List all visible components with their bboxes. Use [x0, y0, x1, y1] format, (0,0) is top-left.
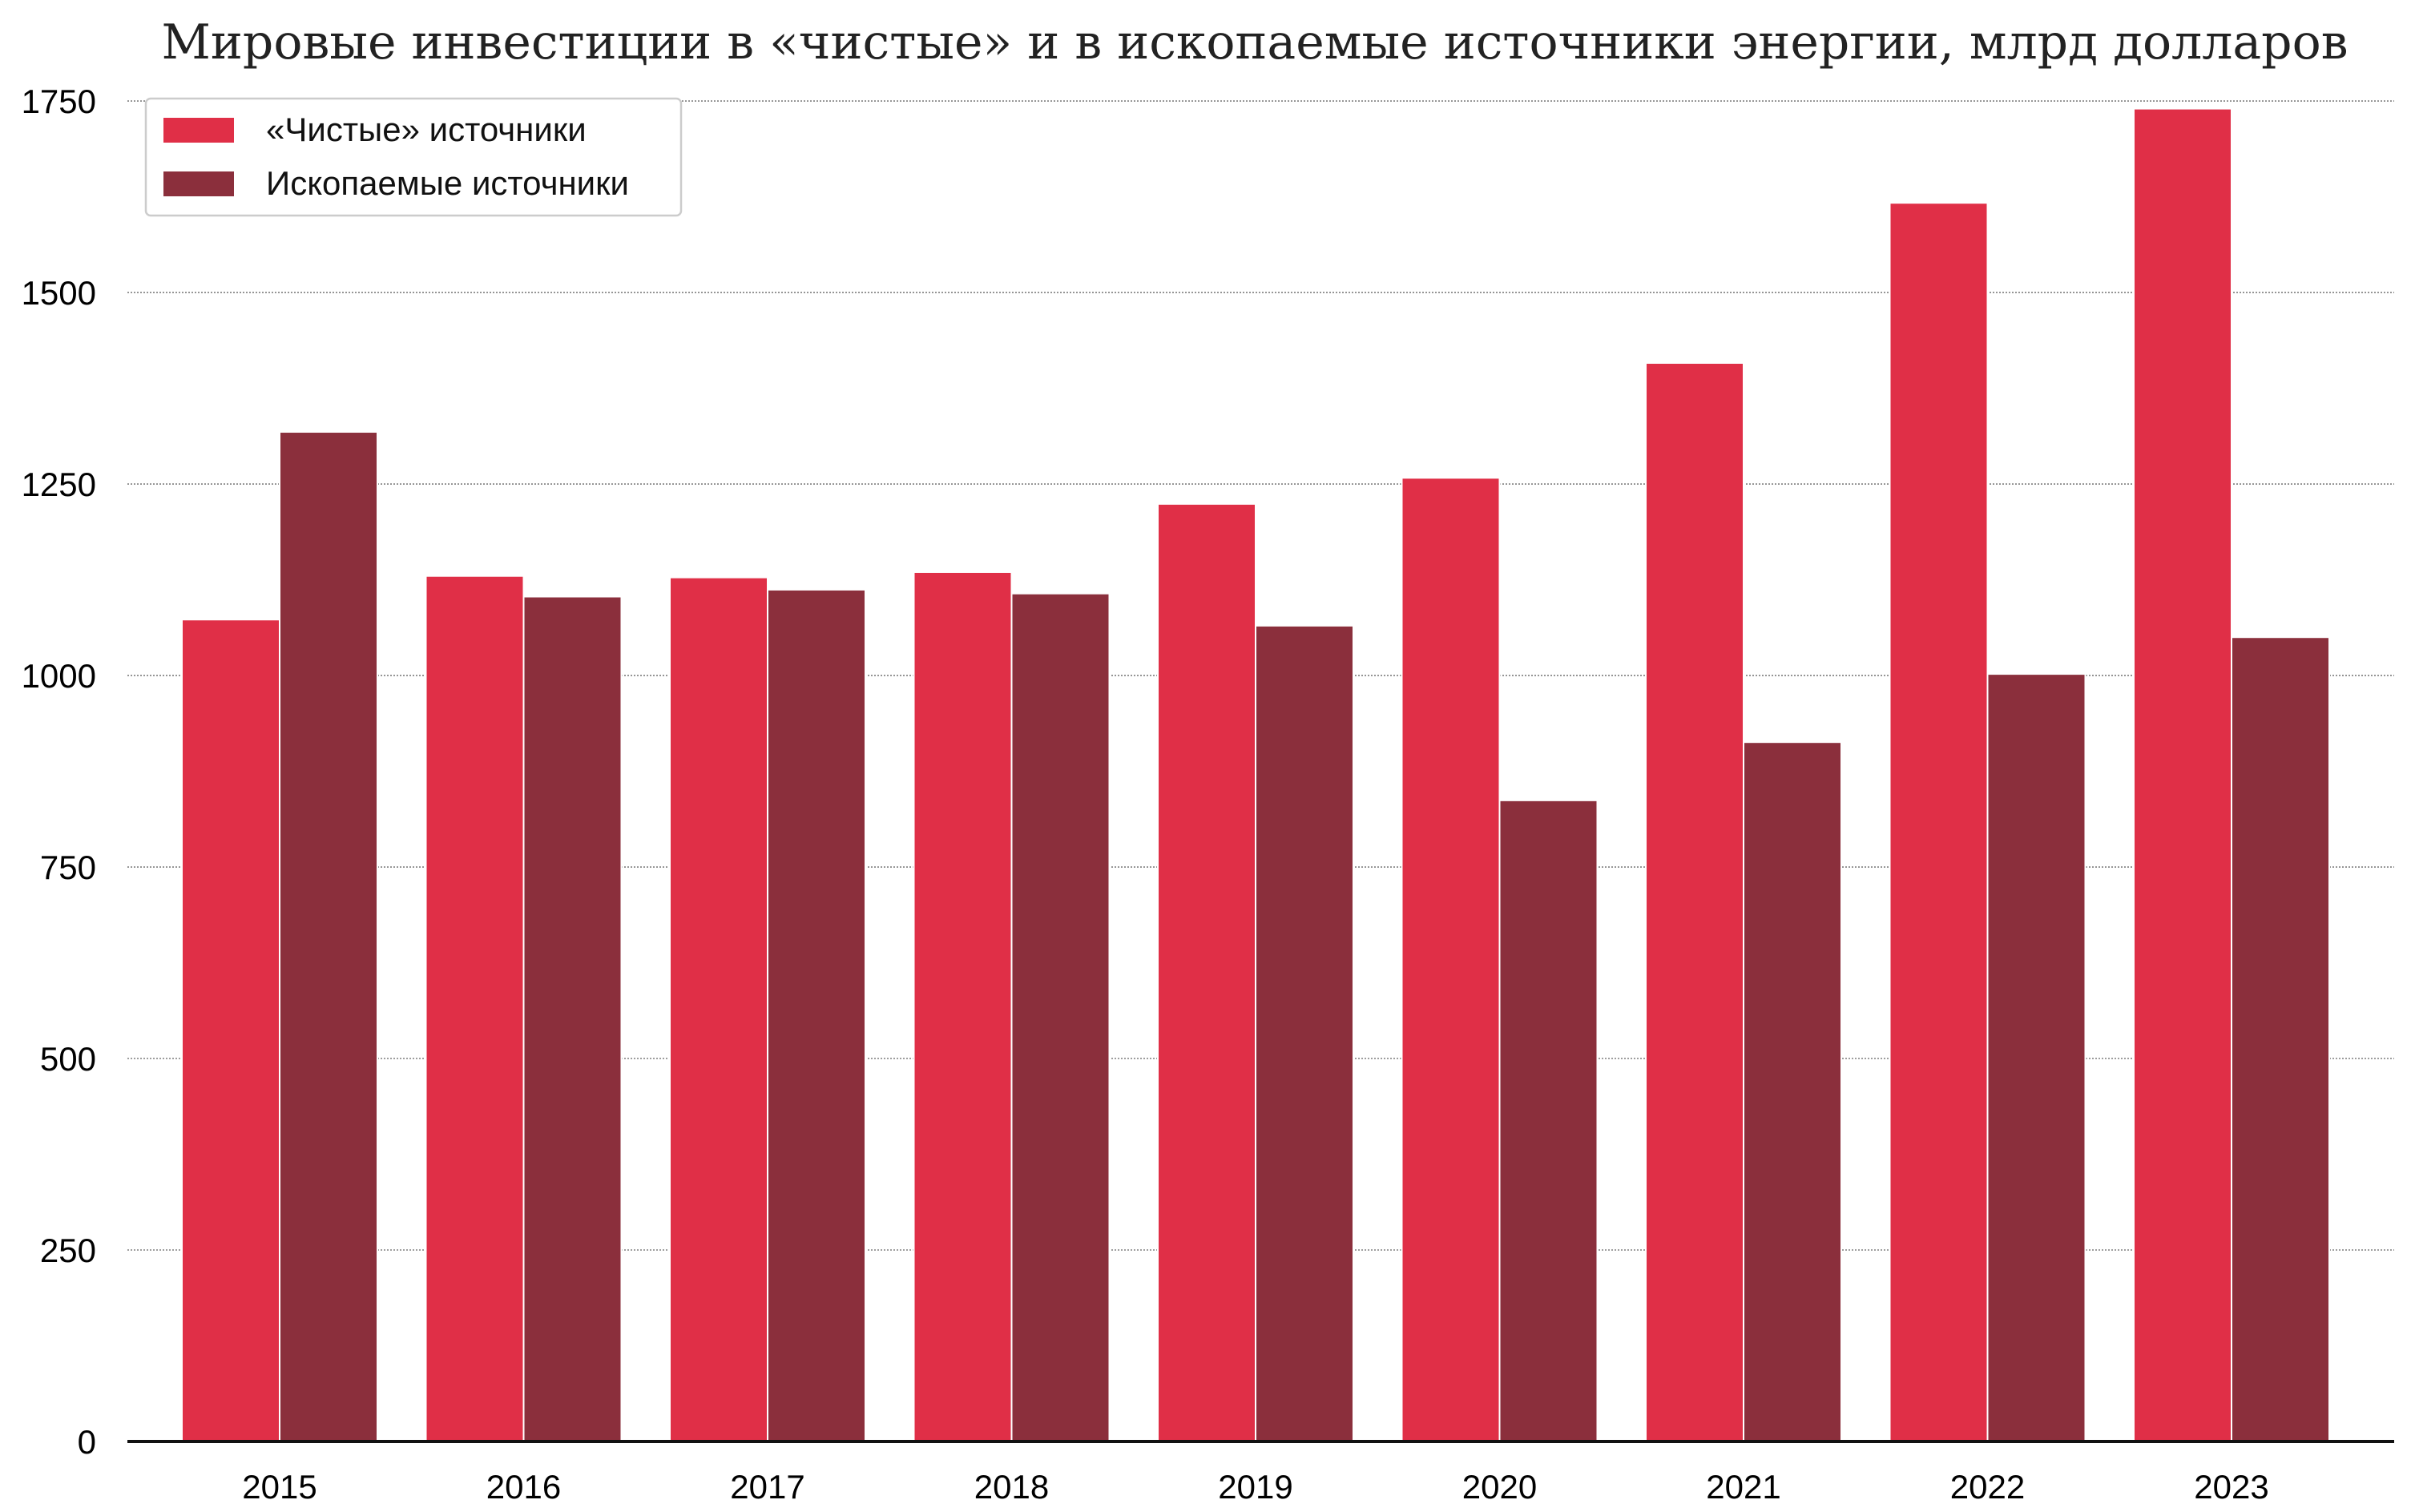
bar-clean-2020	[1401, 477, 1501, 1442]
bar-clean-2023	[2133, 107, 2232, 1443]
y-tick-label: 0	[78, 1423, 96, 1461]
y-tick-label: 1250	[22, 466, 96, 503]
bar-clean-2021	[1645, 361, 1744, 1442]
y-tick-label: 1500	[22, 274, 96, 312]
bars	[181, 107, 2330, 1443]
x-tick-label: 2020	[1462, 1468, 1537, 1506]
y-axis-ticks: 0 250 500 750 1000 1250 1500 1750	[22, 83, 96, 1461]
x-tick-label: 2018	[974, 1468, 1049, 1506]
y-tick-label: 250	[40, 1232, 96, 1269]
legend-box	[144, 97, 683, 217]
legend-label-fossil: Ископаемые источники	[266, 164, 629, 202]
bar-clean-2022	[1889, 202, 1989, 1443]
y-tick-label: 1750	[22, 83, 96, 120]
x-axis-ticks: 2015 2016 2017 2018 2019 2020 2021 2022 2023	[242, 1468, 2268, 1506]
legend-label-clean: «Чистые» источники	[266, 111, 587, 148]
x-tick-label: 2023	[2194, 1468, 2268, 1506]
bar-fossil-2021	[1743, 741, 1842, 1442]
bar-fossil-2017	[767, 588, 866, 1442]
bar-clean-2018	[913, 571, 1013, 1442]
bar-fossil-2022	[1986, 673, 2086, 1442]
bar-fossil-2016	[522, 595, 623, 1442]
x-tick-label: 2015	[242, 1468, 316, 1506]
legend: «Чистые» источники Ископаемые источники	[144, 97, 683, 217]
x-tick-label: 2019	[1218, 1468, 1292, 1506]
y-tick-label: 500	[40, 1040, 96, 1078]
bar-clean-2016	[425, 575, 525, 1443]
legend-swatch-fossil	[163, 171, 234, 196]
bar-clean-2019	[1157, 502, 1256, 1443]
chart-title: Мировые инвестиции в «чистые» и в ископа…	[161, 14, 2348, 71]
x-tick-label: 2016	[486, 1468, 561, 1506]
y-tick-label: 1000	[22, 657, 96, 695]
bar-clean-2017	[669, 576, 768, 1442]
x-tick-label: 2017	[730, 1468, 804, 1506]
bar-fossil-2020	[1498, 799, 1599, 1442]
x-tick-label: 2022	[1950, 1468, 2025, 1506]
y-tick-label: 750	[40, 849, 96, 886]
bar-fossil-2015	[279, 431, 378, 1442]
bar-fossil-2023	[2231, 636, 2330, 1442]
bar-fossil-2019	[1255, 624, 1354, 1442]
bar-clean-2015	[181, 619, 280, 1442]
bar-fossil-2018	[1010, 592, 1111, 1442]
x-tick-label: 2021	[1706, 1468, 1780, 1506]
legend-swatch-clean	[163, 118, 234, 143]
